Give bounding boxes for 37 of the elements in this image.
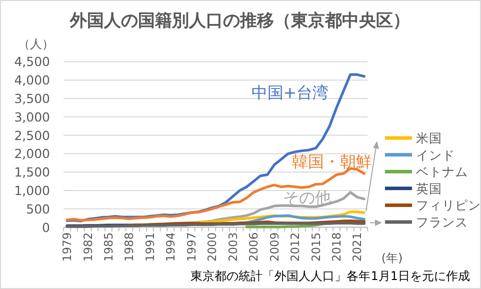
x-tick-label: 2015	[308, 232, 323, 262]
x-tick-label: 1994	[164, 232, 178, 262]
y-tick-label: 0	[42, 220, 50, 235]
legend-label: インド	[416, 147, 455, 162]
y-tick-label: 4,500	[14, 54, 50, 70]
series-label: 韓国・朝鮮	[292, 152, 372, 171]
x-tick-label: 2018	[330, 232, 344, 262]
y-tick-label: 4,000	[14, 72, 50, 88]
x-tick-label: 2009	[267, 232, 282, 262]
y-tick-label: 3,500	[14, 91, 50, 106]
x-tick-label: 2012	[288, 232, 302, 262]
legend-label: 米国	[416, 130, 442, 146]
x-tick-label: 1982	[80, 232, 95, 262]
x-tick-label: 1991	[142, 232, 157, 262]
y-tick-label: 500	[26, 201, 50, 216]
y-tick-label: 3,000	[14, 109, 50, 124]
y-tick-label: 2,000	[14, 146, 50, 162]
x-tick-label: 1985	[102, 232, 116, 262]
x-tick-label: 1997	[184, 232, 198, 262]
y-tick-label: 2,500	[14, 128, 50, 143]
y-tick-label: 1,000	[14, 183, 50, 198]
x-tick-label: 2003	[226, 232, 240, 262]
x-tick-label: 2021	[350, 232, 364, 262]
y-tick-label: 1,500	[14, 164, 50, 180]
legend-label: フィリピン	[416, 198, 481, 213]
x-tick-label: 1979	[60, 232, 74, 262]
legend-label: 英国	[416, 180, 442, 196]
x-axis-title: (年)	[381, 251, 403, 265]
chart-title: 外国人の国籍別人口の推移（東京都中央区）	[69, 11, 410, 31]
x-tick-label: 1988	[122, 232, 136, 262]
x-tick-label: 2006	[246, 232, 261, 262]
legend-label: フランス	[416, 214, 468, 230]
legend-label: ベトナム	[416, 164, 468, 180]
x-tick-label: 2000	[205, 232, 220, 262]
y-axis-title: （人）	[18, 37, 54, 51]
series-label: 中国+台湾	[251, 83, 329, 102]
text: 東京都の統計「外国人人口」各年1月1日を元に作成	[190, 269, 470, 283]
